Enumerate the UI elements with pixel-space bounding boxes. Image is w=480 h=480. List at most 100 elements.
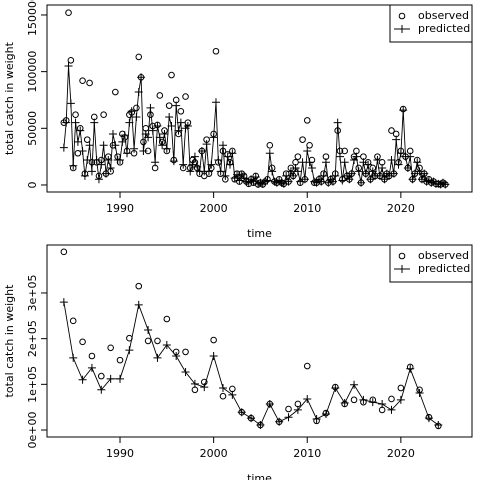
circle-marker: [294, 153, 302, 160]
plus-marker: [144, 325, 153, 334]
plus-marker: [289, 171, 298, 180]
circle-marker: [135, 282, 143, 290]
panel: 1990 2000 2010 2020 time 0 50000 100000 150000 to…: [3, 0, 473, 240]
circle-marker: [299, 136, 306, 143]
plus-marker: [237, 408, 246, 417]
legend-label: predicted: [418, 22, 470, 35]
y-axis-label: total catch in weight: [3, 284, 16, 398]
plus-marker: [216, 167, 225, 176]
plus-marker: [78, 146, 87, 155]
circle-marker: [144, 337, 152, 345]
plus-marker: [396, 395, 405, 404]
plus-marker: [359, 158, 368, 167]
plus-marker: [174, 126, 183, 135]
plus-marker: [181, 367, 190, 376]
plus-marker: [298, 158, 307, 167]
plus-marker: [99, 141, 108, 150]
circle-marker: [135, 53, 143, 61]
plus-marker: [396, 149, 405, 158]
plus-marker: [303, 394, 312, 403]
plus-marker: [223, 152, 232, 161]
plus-marker: [120, 131, 129, 140]
circle-marker: [60, 248, 68, 256]
y-tick-label: 1e+05: [26, 366, 39, 403]
y-axis-label: total catch in weight: [3, 41, 16, 155]
legend-box: [389, 4, 473, 43]
circle-marker: [306, 142, 313, 149]
plus-marker: [214, 156, 223, 165]
plus-marker: [130, 144, 139, 153]
plus-marker: [251, 173, 260, 182]
circle-marker: [219, 392, 227, 400]
plus-marker: [321, 158, 330, 167]
panel: 1990 2000 2010 2020 time 0e+00 1e+05 2e+05 3e+05…: [3, 244, 473, 480]
plus-marker: [361, 169, 370, 178]
plus-marker: [197, 146, 206, 155]
plus-marker: [385, 171, 394, 180]
plus-marker: [373, 156, 382, 165]
circle-marker: [212, 47, 220, 55]
plus-marker: [350, 380, 359, 389]
plus-marker: [179, 160, 188, 169]
circle-marker: [97, 372, 105, 380]
circle-marker: [67, 57, 75, 64]
circle-marker: [303, 117, 311, 124]
plus-marker: [352, 152, 361, 161]
plus-marker: [399, 106, 408, 115]
plus-marker: [364, 160, 373, 169]
plus-marker: [78, 375, 87, 384]
plus-marker: [441, 180, 450, 189]
x-tick-label: 1990: [106, 447, 134, 460]
circle-marker: [83, 136, 91, 143]
circle-marker: [79, 338, 86, 346]
plus-marker: [172, 352, 181, 361]
plus-marker: [387, 405, 396, 414]
plus-marker: [123, 149, 132, 158]
plus-marker: [415, 167, 424, 176]
plus-marker: [190, 379, 199, 388]
circle-marker: [156, 92, 164, 99]
plus-marker: [387, 156, 396, 165]
plus-marker: [340, 399, 349, 408]
x-tick-label: 2000: [200, 202, 228, 215]
legend-label: observed: [418, 249, 469, 262]
plus-marker: [186, 167, 195, 176]
circle-marker: [350, 396, 358, 404]
x-tick-label: 2020: [387, 447, 415, 460]
plus-marker: [97, 385, 106, 394]
legend-symbol: [394, 265, 410, 273]
x-tick-label: 2010: [293, 447, 321, 460]
plus-marker: [158, 141, 167, 150]
circle-marker: [210, 336, 217, 344]
plus-marker: [282, 171, 291, 180]
plus-marker: [83, 156, 92, 165]
predicted-line: [63, 65, 446, 185]
plus-marker: [190, 152, 199, 161]
plus-marker: [209, 133, 218, 142]
plus-marker: [228, 390, 237, 399]
plus-marker: [207, 160, 216, 169]
plus-marker: [80, 171, 89, 180]
plus-marker: [265, 399, 274, 408]
circle-marker: [100, 111, 107, 119]
circle-marker: [133, 104, 140, 112]
plus-marker: [116, 156, 125, 165]
plus-marker: [296, 177, 305, 186]
x-tick-label: 2000: [200, 447, 228, 460]
plus-marker: [69, 161, 78, 170]
plus-marker: [162, 144, 171, 153]
circle-marker: [163, 315, 171, 323]
y-tick-label: 50000: [26, 111, 39, 146]
plus-marker: [279, 179, 288, 188]
circle-marker: [266, 142, 274, 149]
plus-marker: [265, 149, 274, 158]
plus-marker: [354, 167, 363, 176]
plus-marker: [319, 171, 328, 180]
circle-marker: [182, 93, 189, 100]
circle-marker: [177, 108, 185, 115]
plus-marker: [104, 156, 113, 165]
plus-marker: [71, 118, 80, 127]
plus-marker: [211, 98, 220, 107]
circle-marker: [303, 362, 311, 370]
legend-label: observed: [418, 9, 469, 22]
